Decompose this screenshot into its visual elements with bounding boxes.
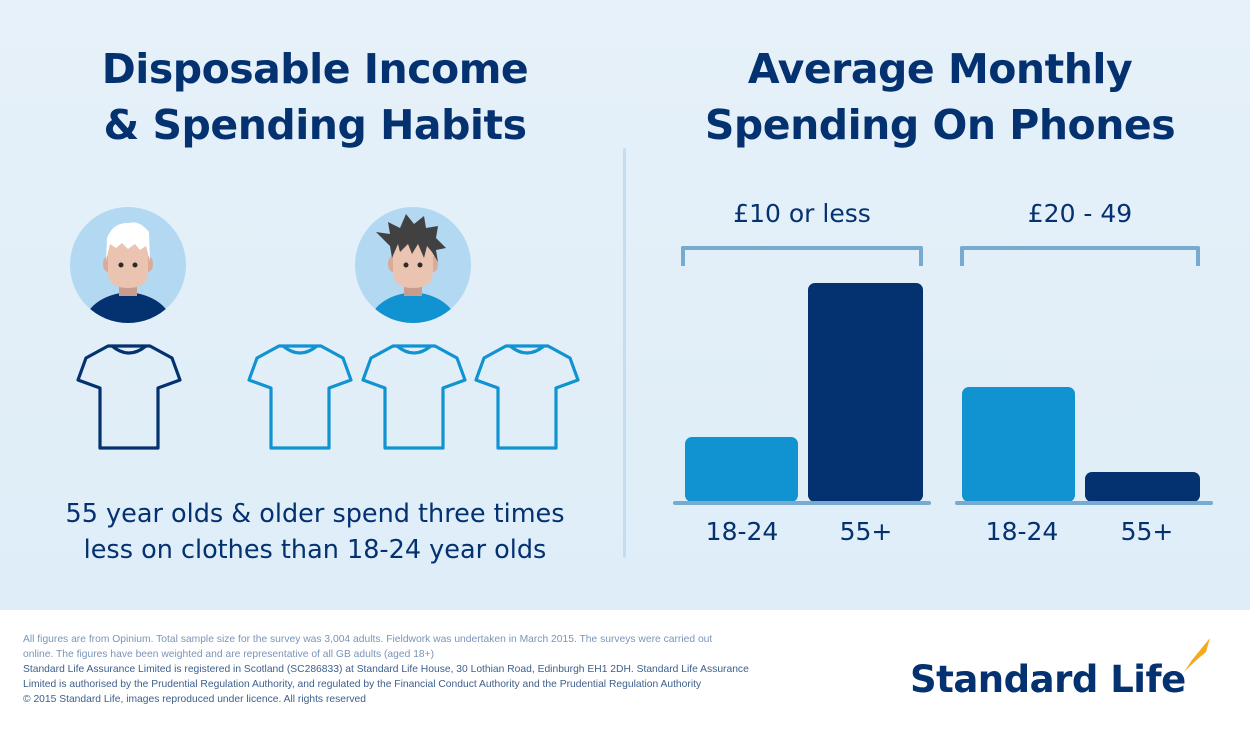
bar-20-49-18-24	[962, 387, 1075, 502]
phones-heading-line2: Spending On Phones	[704, 101, 1176, 149]
footnote-line5: © 2015 Standard Life, images reproduced …	[23, 694, 367, 705]
group-label-10-or-less: £10 or less	[733, 199, 871, 228]
clothes-heading: Disposable Income & Spending Habits	[60, 41, 570, 153]
footnote-line2: online. The figures have been weighted a…	[23, 649, 435, 660]
footnote-line3: Standard Life Assurance Limited is regis…	[23, 664, 749, 675]
baseline-group1	[673, 501, 931, 505]
younger-person-avatar-icon	[355, 207, 471, 323]
tshirt-icon-younger-1	[247, 344, 353, 450]
group-label-20-49: £20 - 49	[1027, 199, 1133, 228]
older-person-avatar-icon	[70, 207, 186, 323]
bar-10-or-less-55-plus	[808, 283, 923, 502]
age-label-55-plus-g1: 55+	[839, 517, 893, 546]
age-label-18-24-g2: 18-24	[985, 517, 1059, 546]
footnote-line4: Limited is authorised by the Prudential …	[23, 679, 702, 690]
footnote: All figures are from Opinium. Total samp…	[23, 632, 843, 707]
age-label-18-24-g1: 18-24	[705, 517, 779, 546]
phones-heading: Average Monthly Spending On Phones	[680, 41, 1200, 153]
group-bracket-10-or-less	[681, 246, 923, 266]
bar-10-or-less-18-24	[685, 437, 798, 502]
footnote-line1: All figures are from Opinium. Total samp…	[23, 634, 713, 645]
clothes-caption: 55 year olds & older spend three times l…	[40, 496, 590, 568]
tshirt-icon-younger-3	[474, 344, 580, 450]
group-bracket-20-49	[960, 246, 1200, 266]
phones-heading-line1: Average Monthly	[747, 45, 1133, 93]
logo-check-mark-icon	[1184, 638, 1210, 672]
clothes-heading-line1: Disposable Income	[101, 45, 529, 93]
age-label-55-plus-g2: 55+	[1120, 517, 1174, 546]
tshirt-icon-older	[76, 344, 182, 450]
section-divider	[623, 148, 626, 558]
standard-life-logo: Standard Life	[910, 658, 1186, 701]
baseline-group2	[955, 501, 1213, 505]
clothes-heading-line2: & Spending Habits	[103, 101, 527, 149]
tshirt-icon-younger-2	[361, 344, 467, 450]
bar-20-49-55-plus	[1085, 472, 1200, 502]
caption-line1: 55 year olds & older spend three times	[65, 499, 565, 529]
caption-line2: less on clothes than 18-24 year olds	[83, 535, 547, 565]
